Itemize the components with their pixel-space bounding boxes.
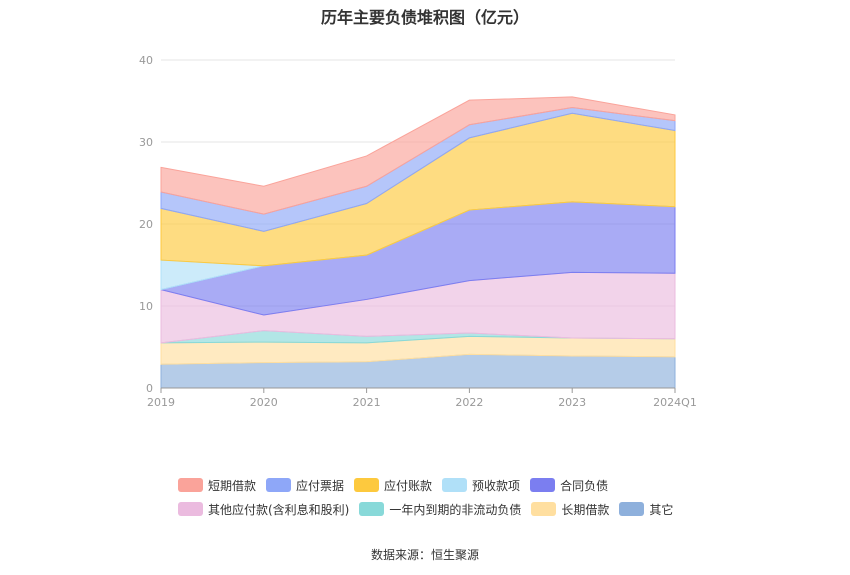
legend-item[interactable]: 应付账款 (354, 477, 432, 494)
legend-swatch (266, 478, 292, 492)
x-tick-label: 2021 (353, 396, 381, 409)
legend-row: 其他应付款(含利息和股利) 一年内到期的非流动负债 长期借款 其它 (178, 497, 698, 521)
legend-swatch (619, 502, 645, 516)
legend-label: 预收款项 (472, 478, 521, 493)
y-tick-label: 20 (139, 218, 153, 231)
legend-item[interactable]: 长期借款 (531, 501, 609, 518)
legend-item[interactable]: 一年内到期的非流动负债 (359, 501, 521, 518)
legend-item[interactable]: 其他应付款(含利息和股利) (178, 501, 349, 518)
source-note: 数据来源：恒生聚源 (370, 548, 479, 562)
legend-swatch (530, 478, 556, 492)
legend-label: 其它 (649, 502, 674, 517)
area-series (160, 96, 676, 389)
legend-item[interactable]: 其它 (619, 501, 673, 518)
chart-title: 历年主要负债堆积图（亿元） (320, 8, 529, 27)
x-tick-label: 2020 (250, 396, 278, 409)
x-tick-label: 2024Q1 (653, 396, 697, 409)
legend-item[interactable]: 短期借款 (178, 477, 256, 494)
legend-swatch (442, 478, 468, 492)
x-tick-label: 2023 (558, 396, 586, 409)
x-tick-label: 2022 (455, 396, 483, 409)
legend-item[interactable]: 预收款项 (442, 477, 520, 494)
legend-label: 应付票据 (296, 478, 345, 493)
legend-swatch (531, 502, 557, 516)
legend-swatch (178, 502, 203, 516)
legend-swatch (354, 478, 380, 492)
y-tick-label: 0 (146, 382, 153, 395)
x-tick-label: 2019 (147, 396, 175, 409)
axes: 0 10 20 30 40 2019 2020 2021 2022 2023 2024Q1 (139, 54, 697, 409)
legend-label: 短期借款 (208, 478, 257, 493)
y-tick-label: 10 (139, 300, 153, 313)
legend-label: 一年内到期的非流动负债 (389, 502, 522, 517)
legend-label: 其他应付款(含利息和股利) (208, 502, 350, 517)
legend-label: 长期借款 (561, 502, 610, 517)
legend-row: 短期借款 应付票据 应付账款 预收款项 合同负债 (178, 473, 698, 497)
y-tick-label: 30 (139, 136, 153, 149)
y-tick-label: 40 (139, 54, 153, 67)
legend-swatch (359, 502, 385, 516)
legend-swatch (178, 478, 203, 492)
legend-item[interactable]: 合同负债 (530, 477, 608, 494)
legend: 短期借款 应付票据 应付账款 预收款项 合同负债 其他应付款(含利息和股利) 一年内到期的… (178, 473, 698, 521)
legend-item[interactable]: 应付票据 (266, 477, 344, 494)
legend-label: 应付账款 (384, 478, 433, 493)
area-9[interactable] (160, 96, 676, 215)
legend-label: 合同负债 (560, 478, 609, 493)
